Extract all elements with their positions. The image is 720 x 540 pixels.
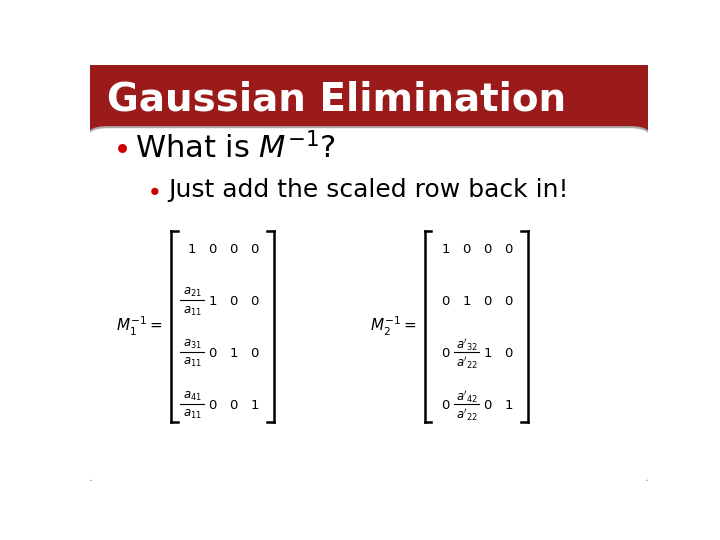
Text: $M_2^{-1} =$: $M_2^{-1} =$ <box>370 315 416 339</box>
Text: $0$: $0$ <box>441 399 451 412</box>
Text: $a_{21}$: $a_{21}$ <box>183 286 202 299</box>
Text: $a'_{22}$: $a'_{22}$ <box>456 355 478 371</box>
Text: $0$: $0$ <box>441 295 451 308</box>
Text: $0$: $0$ <box>229 399 238 412</box>
Text: $a_{31}$: $a_{31}$ <box>183 338 202 351</box>
FancyBboxPatch shape <box>84 127 654 485</box>
Text: $0$: $0$ <box>441 347 451 360</box>
Text: $1$: $1$ <box>441 244 451 256</box>
Text: $0$: $0$ <box>482 244 492 256</box>
Text: What is $\mathit{M}^{-1}$?: What is $\mathit{M}^{-1}$? <box>135 132 336 164</box>
Text: $0$: $0$ <box>482 399 492 412</box>
Text: $0$: $0$ <box>250 244 259 256</box>
Text: $a_{11}$: $a_{11}$ <box>183 356 202 369</box>
Text: $1$: $1$ <box>229 347 238 360</box>
Text: $0$: $0$ <box>250 347 259 360</box>
Text: $a'_{22}$: $a'_{22}$ <box>456 407 478 423</box>
Text: $\bullet$: $\bullet$ <box>112 133 128 163</box>
Text: $1$: $1$ <box>482 347 492 360</box>
Text: $0$: $0$ <box>229 244 238 256</box>
Text: Gaussian Elimination: Gaussian Elimination <box>107 80 566 118</box>
Text: $0$: $0$ <box>208 244 217 256</box>
Text: $1$: $1$ <box>208 295 217 308</box>
Text: $a_{11}$: $a_{11}$ <box>183 305 202 318</box>
Text: $a_{41}$: $a_{41}$ <box>183 390 202 403</box>
Text: $M_1^{-1} =$: $M_1^{-1} =$ <box>116 315 163 339</box>
Text: $0$: $0$ <box>504 244 513 256</box>
Text: $1$: $1$ <box>462 295 472 308</box>
Text: $1$: $1$ <box>250 399 259 412</box>
Text: Just add the scaled row back in!: Just add the scaled row back in! <box>168 178 569 201</box>
Text: $a'_{32}$: $a'_{32}$ <box>456 336 478 353</box>
Text: $0$: $0$ <box>229 295 238 308</box>
Text: $1$: $1$ <box>504 399 513 412</box>
Text: $a_{11}$: $a_{11}$ <box>183 408 202 421</box>
Text: $1$: $1$ <box>187 244 197 256</box>
Text: $0$: $0$ <box>482 295 492 308</box>
Text: $0$: $0$ <box>504 295 513 308</box>
Text: $a'_{42}$: $a'_{42}$ <box>456 388 478 405</box>
Text: $0$: $0$ <box>462 244 472 256</box>
Text: $\bullet$: $\bullet$ <box>145 178 159 201</box>
FancyBboxPatch shape <box>90 65 648 134</box>
Text: $0$: $0$ <box>504 347 513 360</box>
Text: $0$: $0$ <box>208 347 217 360</box>
Text: $0$: $0$ <box>250 295 259 308</box>
Text: $0$: $0$ <box>208 399 217 412</box>
